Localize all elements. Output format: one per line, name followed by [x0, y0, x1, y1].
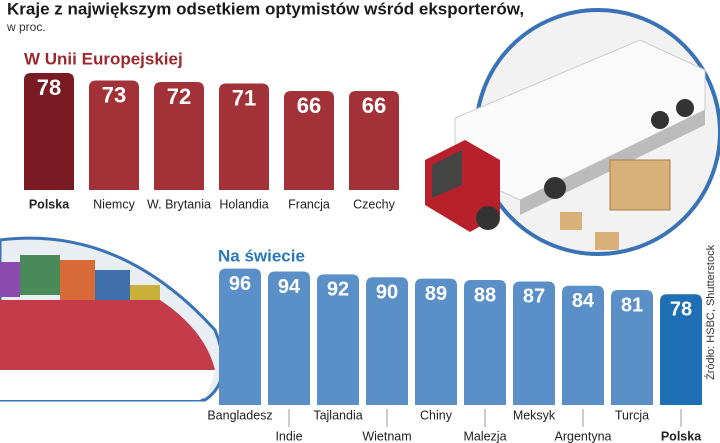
category-label: Malezja	[463, 429, 506, 443]
value-label: 78	[37, 75, 61, 100]
value-label: 89	[425, 283, 447, 305]
section-title: W Unii Europejskiej	[24, 49, 183, 68]
value-label: 87	[523, 286, 545, 308]
value-label: 88	[474, 284, 496, 306]
category-label: Bangladesz	[207, 408, 272, 422]
source: Źródło: HSBC, Shutterstock	[704, 244, 717, 380]
bar	[89, 80, 139, 190]
value-label: 78	[670, 299, 692, 321]
bar	[349, 91, 399, 190]
category-label: Holandia	[219, 197, 268, 211]
bar	[464, 280, 506, 405]
value-label: 81	[621, 294, 643, 316]
bar	[513, 281, 555, 405]
bar	[562, 285, 604, 405]
category-label: Meksyk	[513, 408, 556, 422]
category-label: Wietnam	[362, 429, 411, 443]
subtitle: w proc.	[6, 20, 46, 34]
category-label: Indie	[275, 429, 302, 443]
section-title: Na świecie	[218, 246, 305, 265]
truck-illustration	[425, 8, 720, 256]
value-label: 72	[167, 84, 191, 109]
category-label: Polska	[661, 429, 702, 443]
value-label: 92	[327, 279, 349, 301]
bar	[219, 268, 261, 405]
category-label: Chiny	[420, 408, 453, 422]
value-label: 71	[232, 85, 256, 110]
category-label: Turcja	[615, 408, 649, 422]
value-label: 66	[297, 93, 321, 118]
value-label: 66	[362, 93, 386, 118]
category-label: Niemcy	[93, 197, 135, 211]
category-label: Polska	[29, 197, 70, 211]
category-label: Argentyna	[555, 429, 612, 443]
bar	[268, 271, 310, 405]
bar	[317, 274, 359, 405]
value-label: 96	[229, 273, 251, 295]
bar	[24, 73, 74, 190]
value-label: 84	[572, 290, 595, 312]
category-label: Tajlandia	[313, 408, 362, 422]
bar	[366, 277, 408, 405]
title: Kraje z największym odsetkiem optymistów…	[7, 0, 524, 18]
value-label: 73	[102, 82, 126, 107]
bar	[219, 83, 269, 190]
value-label: 94	[278, 276, 301, 298]
ship-illustration	[0, 236, 225, 402]
bar	[660, 294, 702, 405]
bar	[611, 289, 653, 405]
bar	[154, 82, 204, 190]
category-label: Czechy	[353, 197, 395, 211]
category-label: W. Brytania	[147, 197, 211, 211]
category-label: Francja	[288, 197, 330, 211]
bar	[284, 91, 334, 190]
bar	[415, 278, 457, 405]
value-label: 90	[376, 281, 398, 303]
